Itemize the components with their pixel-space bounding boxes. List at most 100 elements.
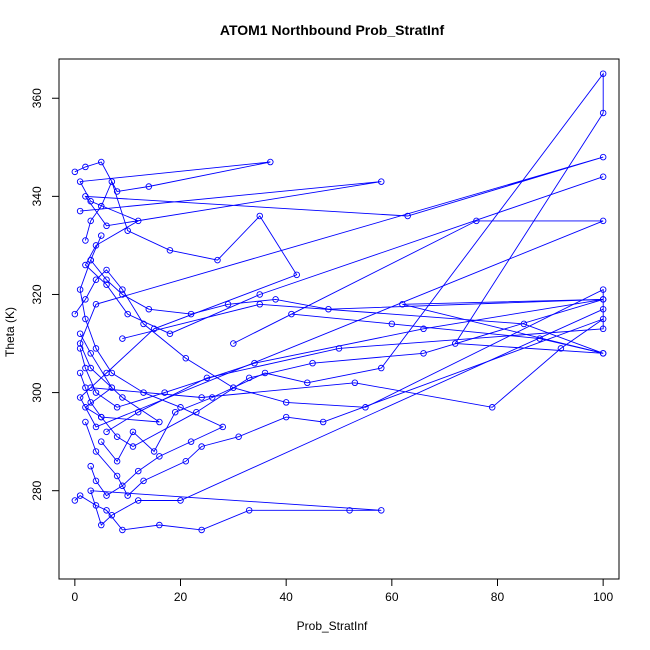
data-point xyxy=(161,389,168,396)
data-point xyxy=(599,286,607,293)
data-point xyxy=(473,217,480,225)
data-point xyxy=(309,359,316,367)
series-line xyxy=(79,180,604,428)
data-point xyxy=(98,232,105,239)
data-point xyxy=(87,256,94,264)
data-point xyxy=(304,379,311,387)
x-tick-label: 60 xyxy=(385,590,399,604)
data-point xyxy=(599,109,607,117)
y-axis-label: Theta (K) xyxy=(3,307,17,357)
data-point xyxy=(108,384,116,391)
data-point xyxy=(599,70,607,77)
data-point xyxy=(92,448,100,455)
data-point xyxy=(156,521,163,529)
data-point xyxy=(119,526,126,534)
data-point xyxy=(113,433,121,440)
data-point xyxy=(171,408,179,416)
x-tick-label: 20 xyxy=(174,590,188,604)
series-line xyxy=(79,298,604,448)
data-point xyxy=(76,340,84,347)
y-tick-label: 300 xyxy=(30,382,44,402)
y-tick-label: 320 xyxy=(30,284,44,304)
data-point xyxy=(134,467,142,475)
data-point xyxy=(119,286,126,293)
data-point xyxy=(140,389,147,396)
data-point xyxy=(208,394,216,401)
data-point xyxy=(140,477,147,485)
series-2 xyxy=(76,153,607,426)
data-point xyxy=(451,340,459,347)
data-point xyxy=(82,163,89,171)
data-point xyxy=(92,477,100,485)
data-point xyxy=(71,168,79,176)
x-tick-label: 40 xyxy=(279,590,293,604)
data-point xyxy=(103,276,110,284)
data-point xyxy=(182,458,190,465)
data-point xyxy=(388,320,396,328)
series-5 xyxy=(76,256,607,411)
y-axis: 280 300 320 340 360 xyxy=(30,88,60,501)
data-point xyxy=(113,472,121,480)
data-point xyxy=(230,384,237,391)
data-point xyxy=(87,217,94,225)
data-point xyxy=(124,310,131,318)
data-point xyxy=(76,207,84,215)
data-point xyxy=(599,173,607,180)
data-point xyxy=(599,325,607,333)
series-7 xyxy=(76,178,607,431)
data-point xyxy=(182,354,190,362)
data-point xyxy=(92,345,100,352)
series-10 xyxy=(76,232,227,499)
data-point xyxy=(108,178,116,185)
data-point xyxy=(92,276,100,284)
series-8 xyxy=(71,266,607,436)
data-point xyxy=(156,418,163,426)
data-point xyxy=(256,301,264,308)
data-point xyxy=(599,153,607,161)
data-point xyxy=(420,325,427,333)
data-point xyxy=(98,413,105,421)
data-point xyxy=(156,453,163,460)
data-point xyxy=(103,428,110,436)
data-point xyxy=(245,507,253,514)
data-point xyxy=(124,227,131,234)
data-point xyxy=(71,497,79,504)
x-tick-label: 100 xyxy=(593,590,613,604)
x-tick-label: 80 xyxy=(491,590,505,604)
data-point xyxy=(92,301,100,308)
data-point xyxy=(203,374,211,382)
data-point xyxy=(214,256,221,264)
data-point xyxy=(87,487,94,494)
data-point xyxy=(362,404,369,411)
data-point xyxy=(113,404,121,411)
data-point xyxy=(113,188,121,195)
y-tick-label: 340 xyxy=(30,186,44,206)
data-point xyxy=(129,428,137,436)
data-point xyxy=(87,350,94,357)
data-point xyxy=(235,433,242,440)
data-point xyxy=(557,345,565,352)
data-point xyxy=(346,507,353,514)
data-point xyxy=(256,212,264,220)
series-line xyxy=(79,156,604,423)
data-point xyxy=(488,404,496,411)
data-point xyxy=(145,183,153,190)
data-point xyxy=(187,438,195,445)
data-point xyxy=(76,394,84,401)
data-point xyxy=(103,507,110,514)
data-point xyxy=(177,497,184,504)
data-point xyxy=(76,492,84,499)
data-point xyxy=(108,369,116,377)
data-point xyxy=(378,364,385,372)
data-point xyxy=(103,266,110,274)
data-point xyxy=(82,315,89,323)
data-point xyxy=(420,350,427,357)
data-point xyxy=(82,418,89,426)
data-point xyxy=(87,399,94,406)
series-line xyxy=(100,72,604,463)
data-point xyxy=(82,384,89,391)
data-point xyxy=(71,310,79,318)
data-point xyxy=(599,217,607,225)
data-point xyxy=(103,222,110,230)
